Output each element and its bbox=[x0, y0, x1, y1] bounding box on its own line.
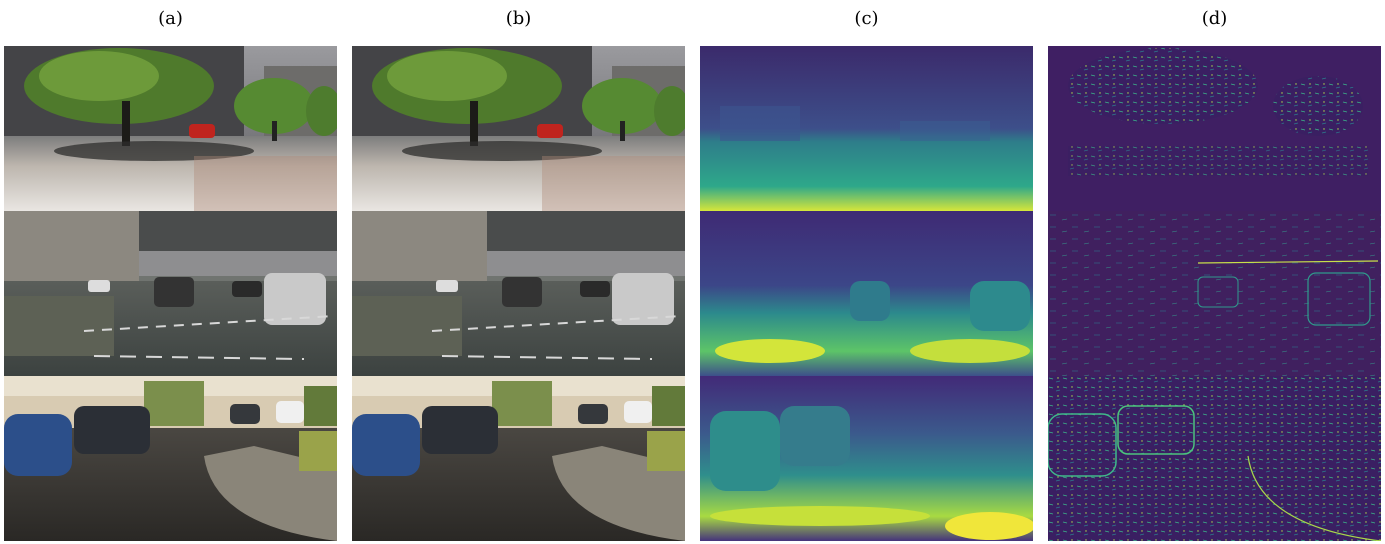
column-label-d: (d) bbox=[1201, 8, 1228, 29]
edge-map-1 bbox=[1048, 46, 1381, 211]
residential-street-reconstruction bbox=[352, 376, 685, 541]
column-d-edge-maps bbox=[1048, 46, 1381, 542]
edge-map-3 bbox=[1048, 376, 1381, 541]
column-label-a: (a) bbox=[158, 8, 183, 29]
column-c-depth-maps bbox=[700, 46, 1033, 542]
column-label-b: (b) bbox=[505, 8, 532, 29]
synthetic-scene-image bbox=[4, 46, 337, 211]
column-b-images bbox=[352, 46, 685, 542]
city-street-image bbox=[4, 211, 337, 376]
column-label-c: (c) bbox=[854, 8, 879, 29]
synthetic-scene-reconstruction bbox=[352, 46, 685, 211]
edge-map-2 bbox=[1048, 211, 1381, 376]
depth-map-3 bbox=[700, 376, 1033, 541]
city-street-reconstruction bbox=[352, 211, 685, 376]
depth-map-2 bbox=[700, 211, 1033, 376]
residential-street-image bbox=[4, 376, 337, 541]
depth-map-1 bbox=[700, 46, 1033, 211]
column-a-images bbox=[4, 46, 337, 542]
